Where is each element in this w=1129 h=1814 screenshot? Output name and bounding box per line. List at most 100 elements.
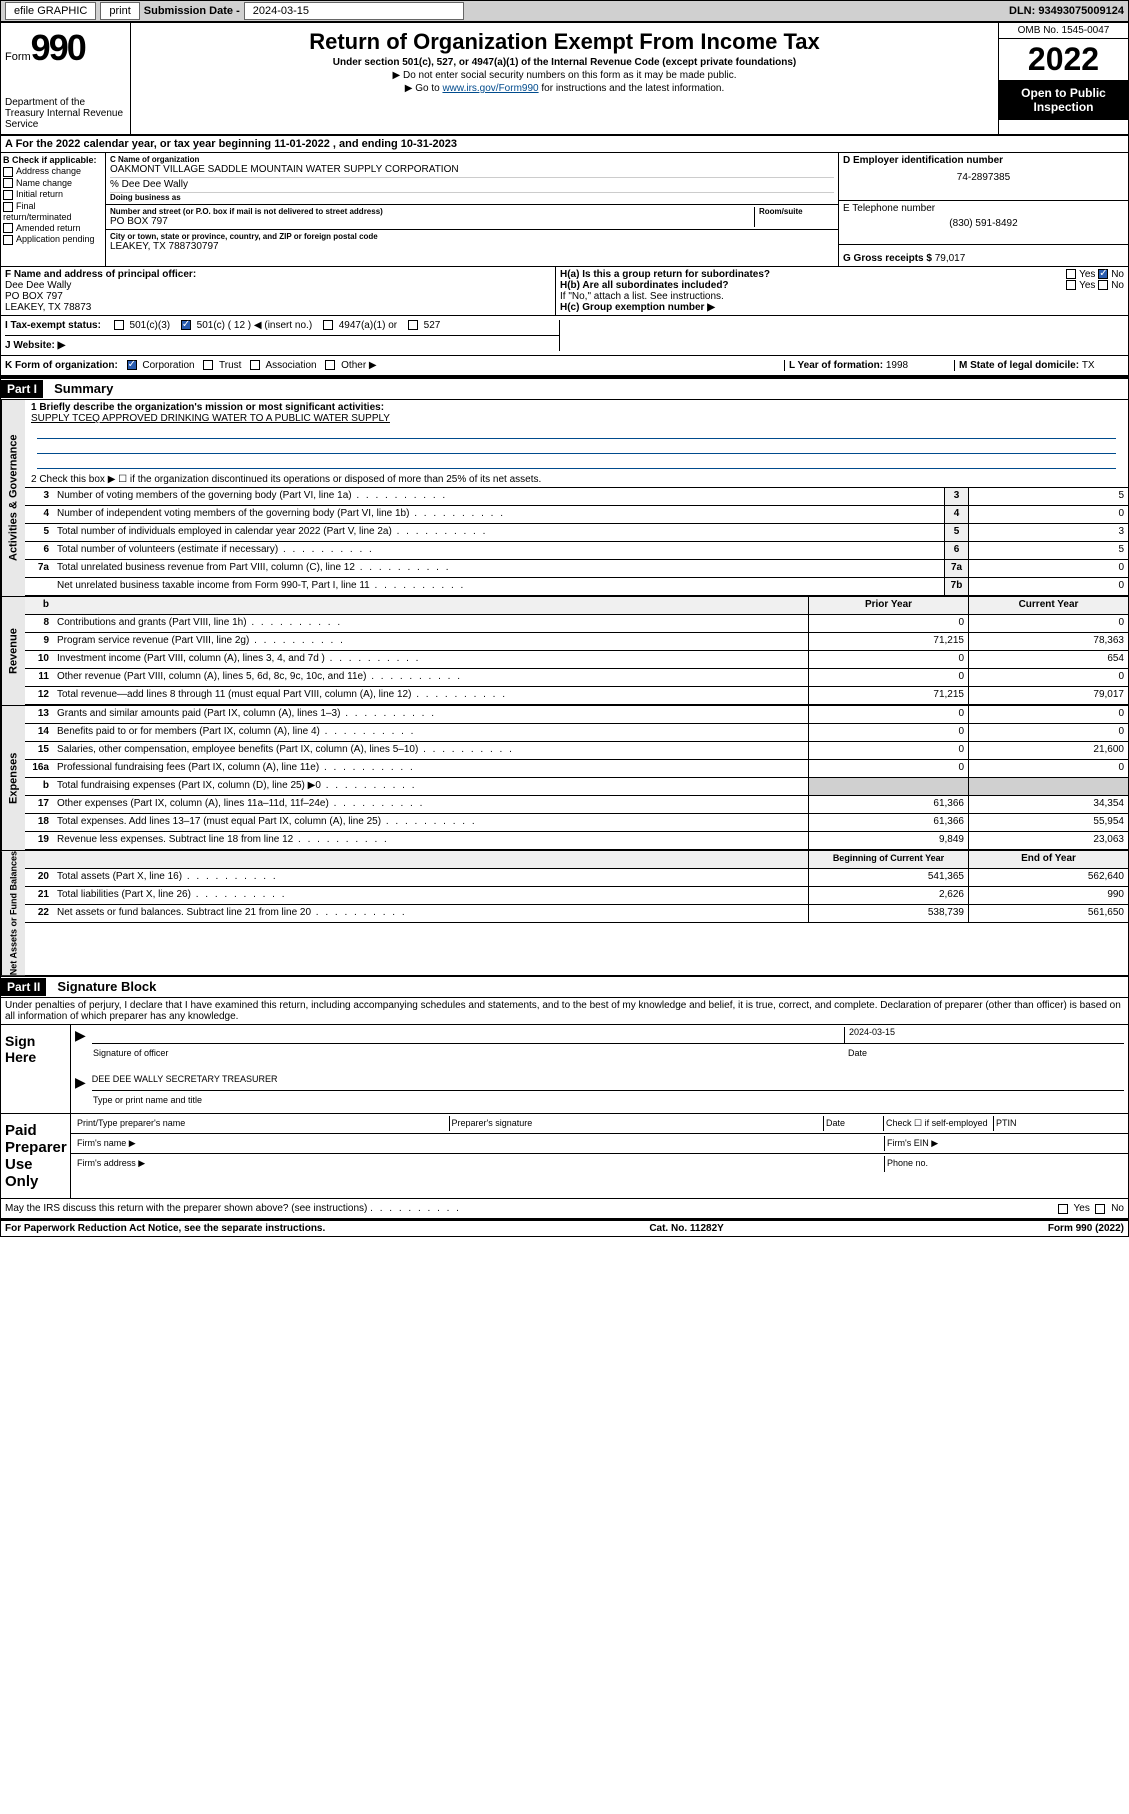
table-row: 14 Benefits paid to or for members (Part… — [25, 724, 1128, 742]
street-label: Number and street (or P.O. box if mail i… — [110, 207, 754, 216]
table-row: 19 Revenue less expenses. Subtract line … — [25, 832, 1128, 850]
paid-preparer-label: Paid Preparer Use Only — [1, 1114, 71, 1198]
prep-sig-col: Preparer's signature — [450, 1116, 825, 1131]
prep-ptin: PTIN — [994, 1116, 1124, 1131]
submission-label: Submission Date - — [144, 5, 240, 17]
table-row: 10 Investment income (Part VIII, column … — [25, 651, 1128, 669]
prep-check: Check ☐ if self-employed — [884, 1116, 994, 1131]
hb-note: If "No," attach a list. See instructions… — [560, 291, 1124, 302]
street: PO BOX 797 — [110, 216, 754, 227]
table-row: 7a Total unrelated business revenue from… — [25, 560, 1128, 578]
table-row: 5 Total number of individuals employed i… — [25, 524, 1128, 542]
omb-number: OMB No. 1545-0047 — [999, 23, 1128, 39]
sign-here-label: Sign Here — [1, 1025, 71, 1113]
col-begin: Beginning of Current Year — [808, 851, 968, 868]
col-current: Current Year — [968, 597, 1128, 614]
section-i-label: I Tax-exempt status: — [5, 320, 101, 331]
section-j-label: J Website: ▶ — [5, 340, 65, 351]
table-row: 20 Total assets (Part X, line 16) 541,36… — [25, 869, 1128, 887]
part1-header: Part I — [1, 380, 43, 398]
table-row: 8 Contributions and grants (Part VIII, l… — [25, 615, 1128, 633]
hb-label: H(b) Are all subordinates included? — [560, 280, 729, 291]
cb-name-change[interactable]: Name change — [3, 178, 103, 189]
firm-ein: Firm's EIN ▶ — [884, 1136, 1124, 1151]
note-goto: ▶ Go to www.irs.gov/Form990 for instruct… — [141, 83, 988, 94]
officer-city: LEAKEY, TX 78873 — [5, 302, 91, 313]
table-row: 9 Program service revenue (Part VIII, li… — [25, 633, 1128, 651]
sig-date: 2024-03-15 — [844, 1027, 1124, 1044]
form-number: 990 — [31, 27, 85, 68]
col-end: End of Year — [968, 851, 1128, 868]
gross-receipts-value: 79,017 — [935, 253, 966, 264]
domicile-state: TX — [1082, 360, 1095, 371]
table-row: 11 Other revenue (Part VIII, column (A),… — [25, 669, 1128, 687]
open-public: Open to Public Inspection — [999, 80, 1128, 120]
efile-button[interactable]: efile GRAPHIC — [5, 2, 96, 20]
note-ssn: ▶ Do not enter social security numbers o… — [141, 70, 988, 81]
firm-addr: Firm's address ▶ — [75, 1156, 884, 1172]
table-row: 12 Total revenue—add lines 8 through 11 … — [25, 687, 1128, 705]
officer-typed-name: DEE DEE WALLY SECRETARY TREASURER — [92, 1074, 1124, 1091]
part1-title: Summary — [54, 381, 113, 396]
room-label: Room/suite — [759, 207, 834, 216]
footer-center: Cat. No. 11282Y — [649, 1223, 723, 1234]
firm-phone: Phone no. — [884, 1156, 1124, 1172]
phone-label: E Telephone number — [843, 203, 1124, 214]
table-row: 13 Grants and similar amounts paid (Part… — [25, 706, 1128, 724]
cb-address-change[interactable]: Address change — [3, 166, 103, 177]
table-row: 3 Number of voting members of the govern… — [25, 488, 1128, 506]
side-netassets: Net Assets or Fund Balances — [1, 851, 25, 975]
line2: 2 Check this box ▶ ☐ if the organization… — [25, 472, 1128, 488]
submission-date: 2024-03-15 — [244, 2, 464, 20]
cb-application-pending[interactable]: Application pending — [3, 234, 103, 245]
cb-final-return[interactable]: Final return/terminated — [3, 201, 103, 222]
form-990-container: Form990 Department of the Treasury Inter… — [0, 22, 1129, 1237]
print-button[interactable]: print — [100, 2, 139, 20]
side-governance: Activities & Governance — [1, 400, 25, 596]
col-prior: Prior Year — [808, 597, 968, 614]
sig-date-label: Date — [844, 1048, 1124, 1064]
line1-label: 1 Briefly describe the organization's mi… — [31, 402, 384, 413]
side-revenue: Revenue — [1, 597, 25, 705]
section-k-label: K Form of organization: — [5, 360, 118, 371]
part2-header: Part II — [1, 978, 46, 996]
dba-label: Doing business as — [110, 192, 834, 202]
form-subtitle: Under section 501(c), 527, or 4947(a)(1)… — [141, 57, 988, 68]
section-f-label: F Name and address of principal officer: — [5, 269, 196, 280]
top-bar: efile GRAPHIC print Submission Date - 20… — [0, 0, 1129, 22]
gross-receipts-label: G Gross receipts $ — [843, 253, 932, 264]
table-row: 4 Number of independent voting members o… — [25, 506, 1128, 524]
table-row: 22 Net assets or fund balances. Subtract… — [25, 905, 1128, 923]
ha-label: H(a) Is this a group return for subordin… — [560, 269, 770, 280]
table-row: b Total fundraising expenses (Part IX, c… — [25, 778, 1128, 796]
sig-officer-label: Signature of officer — [93, 1048, 844, 1064]
ein-label: D Employer identification number — [843, 155, 1124, 166]
irs-link[interactable]: www.irs.gov/Form990 — [442, 83, 538, 94]
city-label: City or town, state or province, country… — [110, 232, 834, 241]
tax-year: 2022 — [999, 39, 1128, 80]
form-title: Return of Organization Exempt From Incom… — [141, 29, 988, 55]
city: LEAKEY, TX 788730797 — [110, 241, 834, 252]
footer-left: For Paperwork Reduction Act Notice, see … — [5, 1223, 325, 1234]
part2-title: Signature Block — [57, 979, 156, 994]
dln: DLN: 93493075009124 — [1009, 5, 1124, 17]
line-a-taxyear: A For the 2022 calendar year, or tax yea… — [1, 136, 1128, 153]
cb-amended-return[interactable]: Amended return — [3, 223, 103, 234]
hc-label: H(c) Group exemption number ▶ — [560, 302, 715, 313]
table-row: 18 Total expenses. Add lines 13–17 (must… — [25, 814, 1128, 832]
may-irs-discuss: May the IRS discuss this return with the… — [5, 1203, 367, 1214]
org-name: OAKMONT VILLAGE SADDLE MOUNTAIN WATER SU… — [110, 164, 834, 175]
declaration: Under penalties of perjury, I declare th… — [1, 998, 1128, 1025]
year-formation: 1998 — [886, 360, 908, 371]
phone-value: (830) 591-8492 — [843, 218, 1124, 229]
table-row: 15 Salaries, other compensation, employe… — [25, 742, 1128, 760]
table-row: 17 Other expenses (Part IX, column (A), … — [25, 796, 1128, 814]
table-row: Net unrelated business taxable income fr… — [25, 578, 1128, 596]
mission-text: SUPPLY TCEQ APPROVED DRINKING WATER TO A… — [31, 413, 390, 424]
officer-street: PO BOX 797 — [5, 291, 63, 302]
table-row: 6 Total number of volunteers (estimate i… — [25, 542, 1128, 560]
dept-treasury: Department of the Treasury Internal Reve… — [5, 97, 126, 130]
table-row: 21 Total liabilities (Part X, line 26) 2… — [25, 887, 1128, 905]
cb-initial-return[interactable]: Initial return — [3, 189, 103, 200]
table-row: 16a Professional fundraising fees (Part … — [25, 760, 1128, 778]
